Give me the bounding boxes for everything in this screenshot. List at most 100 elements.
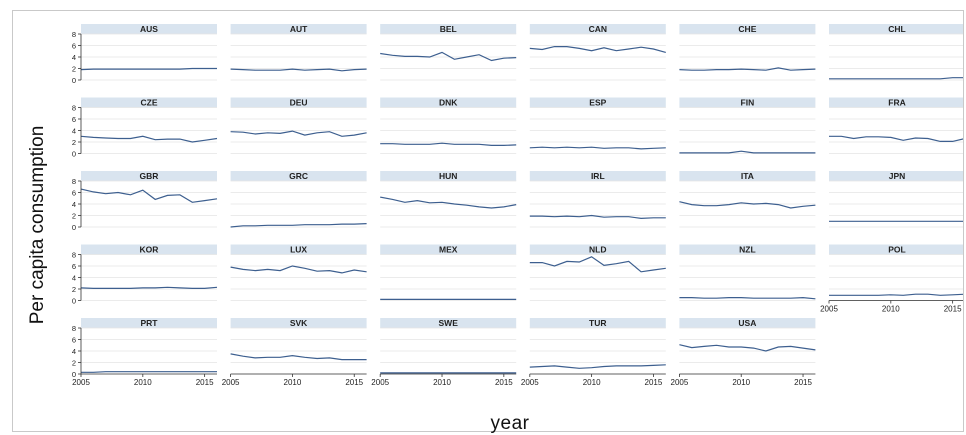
panel-irl: IRL [529, 171, 666, 228]
panel-strip [230, 244, 367, 255]
panel-strip [81, 244, 217, 255]
panel-strip [679, 171, 816, 181]
y-tick-label: 2 [72, 359, 76, 368]
panel-strip [679, 244, 816, 255]
panel-title: HUN [439, 171, 457, 181]
x-tick-label: 2005 [671, 378, 689, 387]
panel-strip [81, 318, 217, 328]
panel-strip [230, 171, 367, 181]
panel-strip [380, 244, 517, 255]
series-line-nld [529, 256, 666, 273]
panel-strip [380, 97, 517, 108]
x-tick-label: 2005 [72, 378, 90, 387]
y-tick-label: 8 [72, 30, 76, 39]
panel-title: ESP [589, 98, 606, 108]
panel-title: KOR [140, 245, 159, 255]
panel-title: AUT [290, 24, 308, 34]
series-line-kor [80, 286, 218, 289]
panel-usa: USA 2005 2010 2015 [671, 318, 816, 387]
series-line-aut [230, 68, 367, 72]
panel-strip [230, 24, 367, 34]
panel-title: TUR [589, 318, 606, 328]
y-tick-label: 2 [72, 138, 76, 147]
series-line-irl [529, 214, 666, 220]
panel-strip [829, 244, 963, 255]
x-tick-label: 2010 [134, 378, 152, 387]
panel-strip [529, 244, 666, 255]
y-tick-label: 0 [72, 150, 76, 159]
panel-title: SVK [290, 318, 308, 328]
panel-title: POL [888, 245, 905, 255]
x-tick-label: 2010 [284, 378, 302, 387]
panel-strip [679, 24, 816, 34]
panel-ita: ITA [679, 171, 816, 228]
panel-kor: KOR 0 2 4 6 8 [72, 244, 218, 306]
y-tick-label: 6 [72, 115, 76, 124]
panel-fra: FRA [829, 97, 963, 154]
panel-strip [679, 318, 816, 328]
panel-title: AUS [140, 24, 158, 34]
panel-strip [529, 97, 666, 108]
panel-title: CZE [141, 98, 158, 108]
panel-title: FIN [741, 98, 755, 108]
y-tick-label: 6 [72, 189, 76, 198]
panel-grc: GRC [230, 171, 367, 228]
series-line-can [529, 45, 666, 53]
panel-aut: AUT [230, 24, 367, 81]
panel-strip [81, 24, 217, 34]
x-tick-label: 2005 [820, 305, 838, 314]
series-line-prt [81, 371, 217, 373]
panel-title: IRL [591, 171, 605, 181]
series-line-tur [529, 364, 666, 369]
panel-strip [380, 318, 517, 328]
series-line-pol [829, 293, 963, 296]
panel-nld: NLD [529, 244, 666, 301]
series-line-bel [380, 51, 517, 62]
panel-strip [81, 97, 217, 108]
panel-strip [380, 171, 517, 181]
series-line-grc [230, 223, 367, 228]
panel-strip [679, 97, 816, 108]
panel-chl: CHL [829, 24, 963, 81]
panel-lux: LUX [230, 244, 367, 301]
y-tick-label: 4 [72, 53, 76, 62]
y-tick-label: 2 [72, 65, 76, 74]
series-line-dnk [380, 142, 517, 146]
panel-title: PRT [141, 318, 159, 328]
panel-title: DEU [290, 98, 308, 108]
x-tick-label: 2010 [583, 378, 601, 387]
series-line-ita [679, 201, 816, 209]
panel-title: DNK [439, 98, 458, 108]
x-tick-label: 2005 [371, 378, 389, 387]
x-tick-label: 2015 [345, 378, 363, 387]
series-line-esp [529, 146, 666, 150]
panel-strip [230, 318, 367, 328]
chart-frame: AUS 0 2 4 6 8 AUT BEL CAN CHE CHL CZE 0 2 4 6 8 DEU DNK ESP… [12, 10, 964, 432]
x-tick-label: 2015 [794, 378, 812, 387]
series-line-lux [230, 265, 367, 274]
panel-title: GBR [140, 171, 159, 181]
panel-strip [230, 97, 367, 108]
panel-title: SWE [439, 318, 459, 328]
panel-jpn: JPN [829, 171, 963, 228]
y-tick-label: 6 [72, 262, 76, 271]
panel-strip [81, 171, 217, 181]
panel-strip [529, 318, 666, 328]
x-tick-label: 2010 [732, 378, 750, 387]
panel-strip [829, 171, 963, 181]
panel-prt: PRT 0 2 4 6 8 2005 2010 2015 [72, 318, 217, 387]
series-line-fra [829, 135, 963, 142]
series-line-chl [829, 77, 963, 80]
series-line-nzl [679, 296, 816, 300]
series-line-che [679, 67, 816, 71]
panel-che: CHE [679, 24, 816, 81]
x-tick-label: 2015 [196, 378, 214, 387]
panel-svk: SVK 2005 2010 2015 [222, 318, 367, 387]
panel-strip [529, 171, 666, 181]
y-tick-label: 8 [72, 177, 76, 186]
panel-title: ITA [741, 171, 754, 181]
y-tick-label: 4 [72, 200, 76, 209]
x-tick-label: 2015 [495, 378, 513, 387]
panel-pol: POL 2005 2010 2015 [820, 244, 963, 314]
panel-strip [529, 24, 666, 34]
